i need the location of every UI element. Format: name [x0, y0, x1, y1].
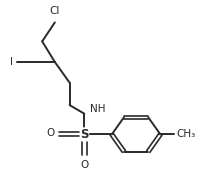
Text: CH₃: CH₃ — [176, 129, 195, 139]
Text: O: O — [47, 128, 55, 138]
Text: NH: NH — [90, 104, 105, 114]
Text: I: I — [10, 57, 13, 67]
Text: S: S — [80, 128, 89, 141]
Text: O: O — [80, 160, 89, 170]
Text: Cl: Cl — [50, 6, 60, 16]
